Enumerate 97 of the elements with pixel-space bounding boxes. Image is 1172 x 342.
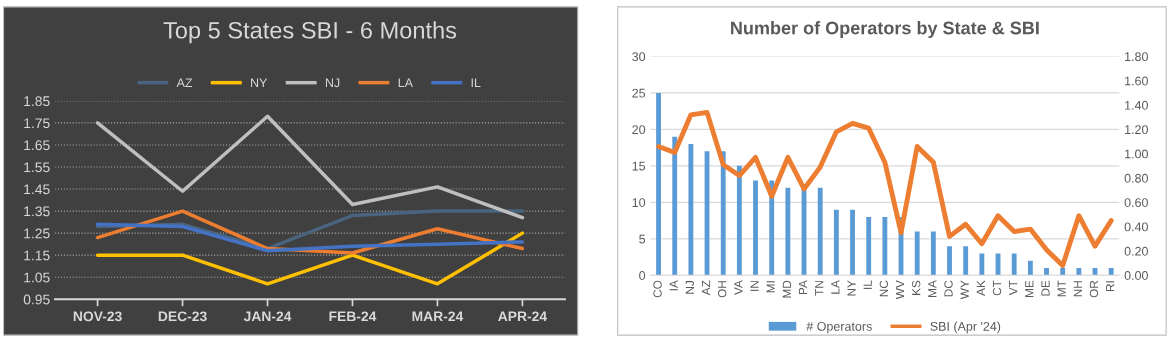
y2-tick-label: 1.80 <box>1125 52 1148 62</box>
y2-tick-label: 1.20 <box>1125 125 1148 135</box>
x-tick-label: LA <box>831 280 840 294</box>
x-tick-label: OR <box>1089 280 1099 298</box>
x-tick-label: NH <box>1073 281 1082 297</box>
bar <box>833 209 839 276</box>
bar <box>1027 260 1033 276</box>
y-tick-label: 1.65 <box>24 140 50 151</box>
y2-tick-label: 1.40 <box>1125 100 1148 110</box>
legend-label: SBI (Apr '24) <box>930 321 1001 334</box>
x-tick-label: NY <box>847 280 856 296</box>
x-tick-label: NOV-23 <box>73 311 122 322</box>
bar <box>817 187 823 276</box>
y2-tick-label: 0.20 <box>1124 246 1148 256</box>
x-tick-label: NJ <box>685 281 695 294</box>
x-tick-label: WV <box>895 280 905 300</box>
x-tick-label: VT <box>1009 280 1018 296</box>
y2-tick-label: 0.40 <box>1124 222 1148 232</box>
x-tick-label: AZ <box>701 280 711 296</box>
bar <box>1060 268 1066 276</box>
x-tick-label: OH <box>718 281 727 298</box>
bar <box>963 246 969 276</box>
x-tick-label: DE <box>1041 280 1050 296</box>
bar <box>1108 268 1114 276</box>
chart-title: Top 5 States SBI - 6 Months <box>163 21 457 44</box>
x-tick-label: AK <box>976 280 985 296</box>
bar <box>688 143 694 276</box>
legend-label: IL <box>471 78 481 88</box>
x-tick-label: NC <box>879 280 889 297</box>
bar <box>882 216 888 276</box>
x-tick-label: APR-24 <box>498 311 548 322</box>
x-tick-label: CO <box>653 280 662 298</box>
bar <box>930 231 936 276</box>
x-tick-label: DC <box>944 280 953 297</box>
y-tick-label: 0.95 <box>23 294 50 305</box>
y-tick-label: 1.35 <box>24 206 50 217</box>
line-series <box>656 109 1114 269</box>
x-tick-label: FEB-24 <box>329 311 377 322</box>
x-tick-label: MA <box>928 280 937 297</box>
bar <box>850 209 855 276</box>
x-tick-label: ME <box>1025 280 1034 297</box>
x-tick-label: KS <box>912 280 921 295</box>
x-tick-label: TN <box>815 281 824 296</box>
x-tick-label: MT <box>1057 280 1066 297</box>
y-tick-label: 5 <box>639 234 646 244</box>
chart-title: Number of Operators by State & SBI <box>731 21 1039 38</box>
y2-tick-label: 0.80 <box>1124 173 1148 183</box>
bar <box>866 216 872 276</box>
legend-label: LA <box>398 78 413 88</box>
x-tick-label: MI <box>766 281 775 293</box>
bar <box>979 253 985 276</box>
line-series <box>95 114 525 220</box>
bar <box>736 165 742 276</box>
x-tick-label: DEC-23 <box>158 311 207 322</box>
x-tick-label: IA <box>669 280 678 291</box>
x-tick-label: WY <box>960 280 969 300</box>
y2-tick-label: 0.00 <box>1124 271 1148 280</box>
y-tick-label: 20 <box>632 125 646 135</box>
bar <box>785 187 791 276</box>
x-tick-label: MD <box>782 280 791 298</box>
bar <box>914 231 920 276</box>
bar <box>753 180 758 276</box>
x-tick-label: CT <box>992 280 1002 296</box>
bar <box>656 92 661 276</box>
bar <box>947 246 952 276</box>
y-tick-label: 25 <box>632 88 646 98</box>
y-tick-label: 0 <box>639 271 646 280</box>
x-tick-label: MAR-24 <box>412 311 464 322</box>
y-tick-label: 30 <box>632 52 646 62</box>
legend-label: AZ <box>176 78 193 88</box>
line-series <box>95 222 525 253</box>
x-tick-label: JAN-24 <box>243 311 292 322</box>
legend-label: # Operators <box>806 321 872 334</box>
y-tick-label: 1.55 <box>24 162 50 173</box>
y-tick-label: 1.75 <box>24 118 50 129</box>
legend-label: NY <box>251 78 268 88</box>
bar <box>1076 268 1082 276</box>
bar <box>1011 253 1017 276</box>
x-tick-label: IN <box>750 281 759 291</box>
legend-label: NJ <box>325 78 340 88</box>
y-tick-label: 1.85 <box>24 96 50 107</box>
y2-tick-label: 0.60 <box>1124 198 1148 207</box>
x-tick-label: IL <box>863 280 872 289</box>
y-tick-label: 15 <box>632 161 646 171</box>
x-tick-label: VA <box>734 280 743 295</box>
y-tick-label: 1.05 <box>24 272 50 283</box>
y-tick-label: 10 <box>632 198 646 207</box>
y-tick-label: 1.25 <box>24 228 50 239</box>
bar <box>672 136 678 276</box>
y-tick-label: 1.45 <box>24 184 50 195</box>
bar <box>720 151 726 276</box>
x-tick-label: RI <box>1106 281 1115 292</box>
x-tick-label: PA <box>798 280 808 295</box>
y2-tick-label: 1.00 <box>1125 149 1148 159</box>
y2-tick-label: 1.60 <box>1125 76 1148 86</box>
bar <box>1044 268 1049 276</box>
y-tick-label: 1.15 <box>24 250 50 261</box>
